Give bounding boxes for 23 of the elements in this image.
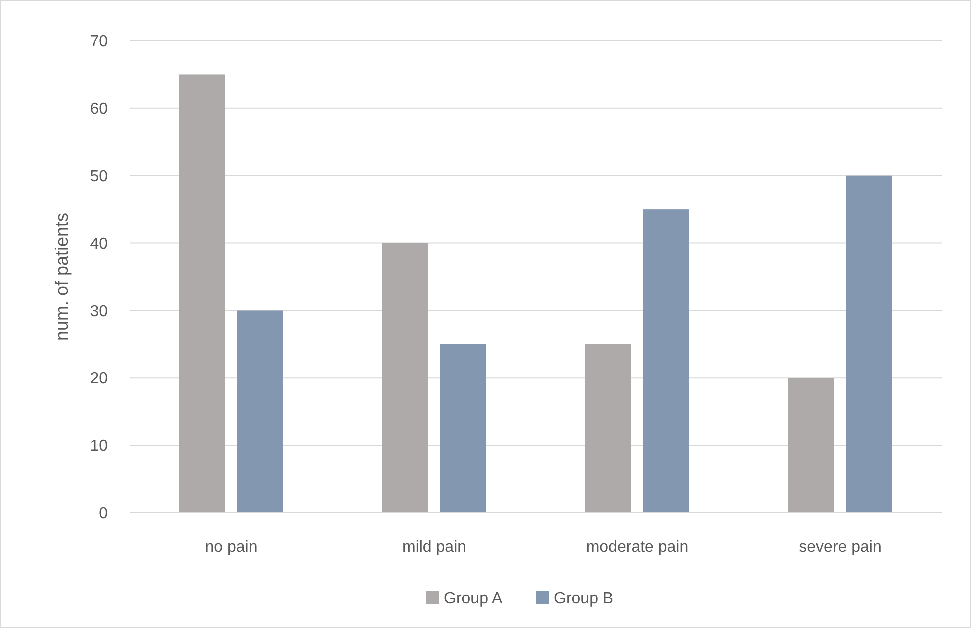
y-tick-label: 50 — [90, 168, 108, 186]
legend-label: Group B — [554, 590, 614, 608]
y-axis-title: num. of patients — [52, 212, 72, 342]
y-tick-label: 0 — [99, 506, 108, 523]
bar — [788, 378, 834, 513]
y-tick-label: 30 — [90, 303, 108, 320]
bar — [846, 176, 892, 513]
bar — [440, 344, 486, 513]
bar — [586, 344, 632, 513]
x-tick-label: mild pain — [402, 539, 467, 556]
x-tick-label: no pain — [205, 539, 258, 556]
bar — [180, 74, 226, 513]
y-tick-label: 20 — [90, 370, 108, 388]
bar — [238, 310, 284, 513]
bar — [382, 243, 428, 513]
x-tick-label: moderate pain — [586, 539, 689, 556]
y-tick-label: 10 — [90, 438, 108, 456]
y-tick-label: 40 — [90, 236, 108, 253]
y-tick-label: 60 — [90, 101, 108, 118]
bar — [644, 210, 690, 513]
x-tick-label: severe pain — [799, 539, 882, 556]
legend-label: Group A — [444, 590, 504, 608]
y-tick-label: 70 — [90, 34, 108, 51]
